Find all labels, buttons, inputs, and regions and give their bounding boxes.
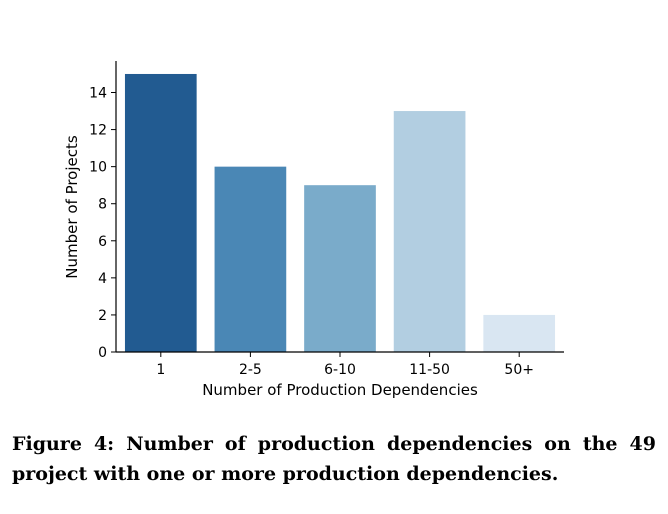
bar-6-10 <box>304 185 376 352</box>
y-tick-label: 12 <box>89 123 107 139</box>
x-ticks: 1 2-5 6-10 11-50 50+ <box>156 352 534 378</box>
bars <box>124 73 556 353</box>
figure-caption: Figure 4: Number of production dependenc… <box>12 433 656 485</box>
y-tick-label: 2 <box>98 308 107 324</box>
x-tick-label: 2-5 <box>239 362 262 378</box>
y-tick-label: 0 <box>98 345 107 361</box>
x-tick-label: 11-50 <box>409 362 450 378</box>
bar-2-5 <box>214 166 287 352</box>
y-tick-label: 4 <box>98 271 107 287</box>
bar-11-50 <box>393 111 466 352</box>
y-ticks: 0 2 4 6 8 10 12 14 <box>89 86 116 361</box>
bar-chart: 0 2 4 6 8 10 12 14 1 2-5 6-10 11-50 50+ Number of P… <box>63 61 564 399</box>
y-tick-label: 10 <box>89 160 107 176</box>
y-tick-label: 6 <box>98 234 107 250</box>
y-tick-label: 14 <box>89 86 107 102</box>
bar-1 <box>124 73 197 353</box>
x-tick-label: 50+ <box>504 362 534 378</box>
bar-50+ <box>483 314 556 352</box>
x-tick-label: 1 <box>156 362 165 378</box>
x-axis-title: Number of Production Dependencies <box>202 381 478 399</box>
x-tick-label: 6-10 <box>324 362 356 378</box>
y-tick-label: 8 <box>98 197 107 213</box>
y-axis-title: Number of Projects <box>63 135 81 279</box>
